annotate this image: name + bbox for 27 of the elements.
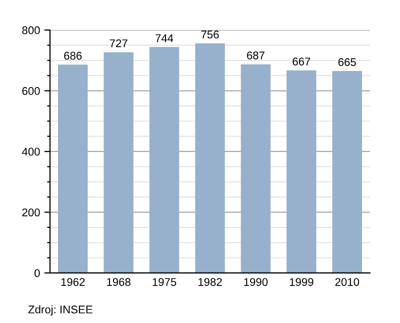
y-tick-label: 800 <box>22 26 40 34</box>
y-tick-label: 400 <box>22 148 40 156</box>
data-label: 686 <box>64 52 82 60</box>
data-label: 687 <box>247 52 264 60</box>
y-tick-label: 0 <box>34 269 40 278</box>
y-tick-label: 600 <box>22 87 40 95</box>
y-tick-label: 200 <box>22 208 40 216</box>
data-label: 744 <box>156 34 174 42</box>
bar <box>195 43 225 273</box>
x-tick-label: 1982 <box>198 278 222 286</box>
data-label: 667 <box>292 58 310 66</box>
x-tick-label: 1999 <box>290 278 314 286</box>
x-tick-label: 1962 <box>61 278 85 286</box>
x-tick-label: 1990 <box>244 278 268 286</box>
bar <box>58 64 88 273</box>
data-label: 756 <box>201 30 219 38</box>
bar <box>149 47 180 273</box>
bar <box>104 52 134 273</box>
x-tick-label: 2010 <box>335 278 360 286</box>
bar <box>286 70 316 273</box>
bar <box>332 71 362 273</box>
data-label: 727 <box>110 39 128 48</box>
x-tick-label: 1968 <box>107 278 130 286</box>
data-label: 665 <box>338 58 356 66</box>
bar <box>240 64 271 273</box>
text: Zdroj: INSEE <box>28 305 92 316</box>
x-tick-label: 1975 <box>152 278 176 286</box>
